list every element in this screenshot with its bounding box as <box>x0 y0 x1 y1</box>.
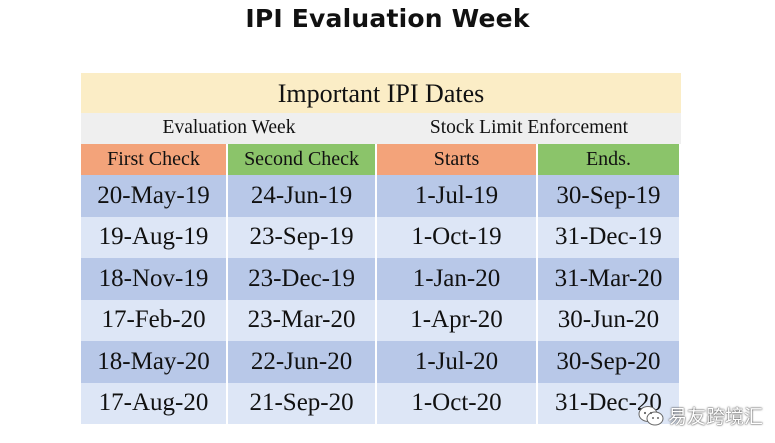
cell-first-check: 17-Aug-20 <box>81 382 229 424</box>
cell-starts: 1-Jan-20 <box>377 258 538 300</box>
table-banner: Important IPI Dates <box>81 73 681 113</box>
cell-starts: 1-Jul-19 <box>377 175 538 217</box>
table-row: 17-Aug-20 21-Sep-20 1-Oct-20 31-Dec-20 <box>81 382 682 424</box>
cell-first-check: 19-Aug-19 <box>81 216 229 258</box>
table-row: 20-May-19 24-Jun-19 1-Jul-19 30-Sep-19 <box>81 175 682 217</box>
cell-second-check: 21-Sep-20 <box>228 382 378 424</box>
cell-starts: 1-Jul-20 <box>377 341 538 383</box>
cell-ends: 30-Sep-19 <box>537 175 682 217</box>
cell-first-check: 20-May-19 <box>81 175 229 217</box>
watermark-text: 易友跨境汇 <box>667 406 763 428</box>
group-evaluation-week: Evaluation Week <box>162 117 296 138</box>
group-stock-limit-enforcement: Stock Limit Enforcement <box>429 117 629 138</box>
cell-starts: 1-Oct-19 <box>377 216 538 258</box>
cell-ends: 30-Sep-20 <box>537 341 682 383</box>
table-row: 19-Aug-19 23-Sep-19 1-Oct-19 31-Dec-19 <box>81 216 682 258</box>
cell-starts: 1-Oct-20 <box>377 382 538 424</box>
cell-starts: 1-Apr-20 <box>377 299 538 341</box>
cell-ends: 31-Dec-19 <box>537 216 682 258</box>
wechat-icon <box>638 405 664 425</box>
header-first-check: First Check <box>81 144 229 175</box>
cell-ends: 30-Jun-20 <box>537 299 682 341</box>
cell-second-check: 23-Mar-20 <box>228 299 378 341</box>
header-ends: Ends. <box>537 144 682 175</box>
cell-second-check: 22-Jun-20 <box>228 341 378 383</box>
table-row: 18-May-20 22-Jun-20 1-Jul-20 30-Sep-20 <box>81 341 682 383</box>
table-row: 18-Nov-19 23-Dec-19 1-Jan-20 31-Mar-20 <box>81 258 682 300</box>
group-header-row: Evaluation Week Stock Limit Enforcement <box>81 113 681 144</box>
cell-second-check: 24-Jun-19 <box>228 175 378 217</box>
watermark: 易友跨境汇 <box>638 402 763 429</box>
ipi-dates-table: Important IPI Dates Evaluation Week Stoc… <box>81 73 682 424</box>
cell-first-check: 17-Feb-20 <box>81 299 229 341</box>
header-starts: Starts <box>377 144 538 175</box>
cell-ends: 31-Mar-20 <box>537 258 682 300</box>
cell-second-check: 23-Sep-19 <box>228 216 378 258</box>
cell-first-check: 18-May-20 <box>81 341 229 383</box>
table-row: 17-Feb-20 23-Mar-20 1-Apr-20 30-Jun-20 <box>81 299 682 341</box>
header-second-check: Second Check <box>228 144 378 175</box>
cell-first-check: 18-Nov-19 <box>81 258 229 300</box>
page-title: IPI Evaluation Week <box>245 4 530 33</box>
cell-second-check: 23-Dec-19 <box>228 258 378 300</box>
column-header-row: First Check Second Check Starts Ends. <box>81 144 682 175</box>
